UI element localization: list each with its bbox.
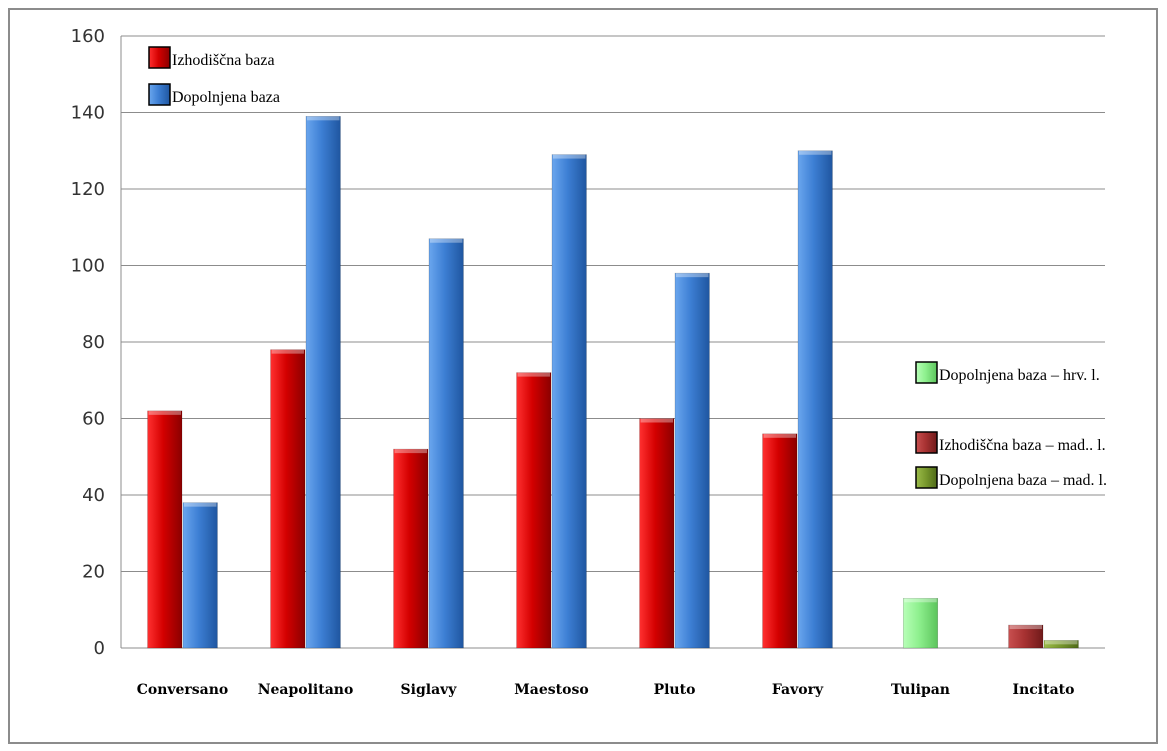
bar-highlight [184, 502, 217, 507]
legend-label: Dopolnjena baza – mad. l. [939, 472, 1107, 489]
x-category-label: Pluto [654, 682, 696, 698]
legend-swatch [915, 431, 938, 454]
x-category-label: Incitato [1013, 682, 1075, 698]
y-tick-label: 120 [71, 179, 105, 200]
x-category-label: Favory [772, 682, 824, 698]
bar-pluto-series-1 [674, 272, 710, 649]
bar-tulipan-series-2 [902, 597, 939, 649]
bar-highlight [394, 449, 427, 454]
y-tick-label: 60 [82, 409, 105, 430]
y-tick-label: 20 [82, 562, 105, 583]
legend-swatch [915, 361, 938, 384]
bars [147, 116, 1079, 649]
bar-highlight [799, 150, 832, 155]
bar-conversano-series-1 [182, 502, 218, 649]
bar-incitato-series-3 [1008, 624, 1044, 649]
bar-highlight [430, 238, 463, 243]
x-category-label: Tulipan [891, 682, 950, 698]
legend-label: Dopolnjena baza [172, 89, 280, 106]
bar-highlight [271, 349, 304, 354]
bar-highlight [148, 410, 181, 415]
bar-highlight [904, 598, 937, 603]
y-tick-label: 160 [71, 26, 105, 47]
bar-highlight [1009, 625, 1042, 630]
bar-highlight [517, 372, 550, 377]
y-axis-tick-labels: 0 20 40 60 80 100 120 140 160 [71, 26, 105, 659]
bar-pluto-series-0 [639, 418, 675, 649]
y-tick-label: 140 [71, 103, 105, 124]
bar-highlight [640, 418, 673, 423]
bar-maestoso-series-1 [551, 154, 587, 649]
y-tick-label: 80 [82, 332, 105, 353]
bar-highlight [307, 116, 340, 121]
legend: Izhodiščna baza Dopolnjena baza Dopolnjena… [148, 46, 1107, 489]
bar-siglavy-series-0 [393, 448, 429, 649]
bar-incitato-series-4 [1043, 640, 1079, 649]
legend-swatch [148, 46, 171, 69]
x-category-label: Maestoso [514, 682, 588, 698]
bar-maestoso-series-0 [516, 372, 552, 649]
grid-lines [121, 35, 1105, 572]
bar-neapolitano-series-0 [270, 349, 306, 649]
legend-label: Dopolnjena baza – hrv. l. [939, 367, 1100, 384]
legend-swatch [915, 466, 938, 489]
bar-highlight [553, 154, 586, 159]
bar-highlight [676, 273, 709, 278]
y-tick-label: 40 [82, 485, 105, 506]
bar-favory-series-0 [762, 433, 798, 649]
bar-favory-series-1 [797, 150, 833, 649]
y-tick-label: 0 [94, 638, 105, 659]
bar-conversano-series-0 [147, 410, 183, 649]
bar-highlight [763, 433, 796, 438]
legend-label: Izhodiščna baza [172, 52, 275, 69]
bar-siglavy-series-1 [428, 238, 464, 649]
legend-swatch [148, 83, 171, 106]
bar-neapolitano-series-1 [305, 116, 341, 649]
y-tick-label: 100 [71, 256, 105, 277]
x-category-label: Neapolitano [258, 682, 354, 698]
bar-highlight [1045, 640, 1078, 645]
x-category-label: Siglavy [401, 682, 458, 698]
x-axis-category-labels: Conversano Neapolitano Siglavy Maestoso Plut… [137, 682, 1075, 698]
legend-label: Izhodiščna baza – mad.. l. [939, 437, 1106, 454]
x-category-label: Conversano [137, 682, 229, 698]
